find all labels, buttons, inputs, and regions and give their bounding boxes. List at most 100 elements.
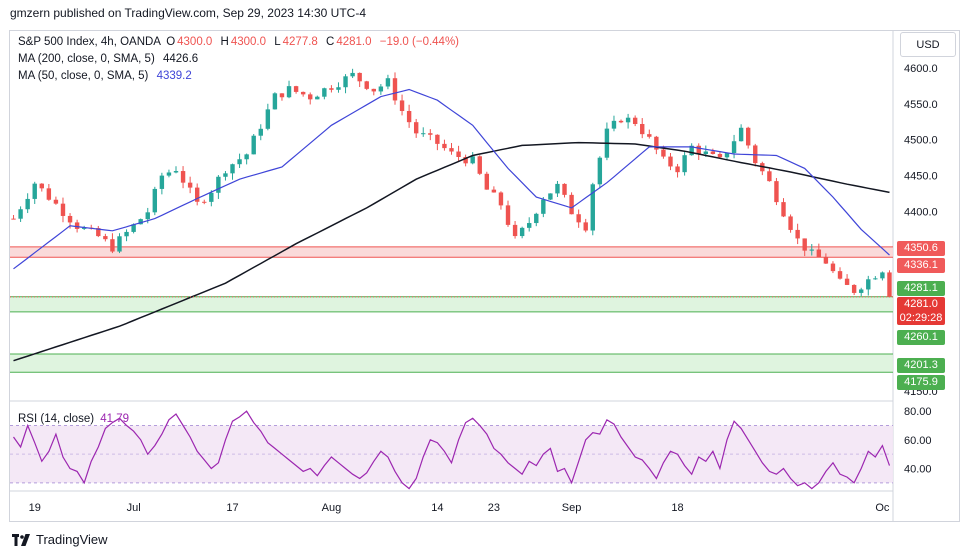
rsi-pane xyxy=(10,410,893,490)
price-tick-label: 4400.0 xyxy=(904,206,938,218)
candle-body xyxy=(435,134,440,144)
candle-body xyxy=(96,228,101,237)
ohlc-legend: S&P 500 Index, 4h, OANDA O 4300.0 H 4300.0… xyxy=(18,36,461,48)
candle-body xyxy=(541,199,546,214)
candle-body xyxy=(654,136,659,150)
candle-body xyxy=(491,189,497,193)
candle-body xyxy=(873,278,878,280)
zone-resistance-0 xyxy=(10,246,893,258)
candle-body xyxy=(329,88,334,90)
candle-body xyxy=(364,81,369,89)
currency-button[interactable]: USD xyxy=(900,32,956,57)
time-tick-label: 19 xyxy=(29,502,41,514)
candle-body xyxy=(378,86,384,92)
candle-body xyxy=(406,111,412,123)
ma200-legend: MA (200, close, 0, SMA, 5) 4426.6 xyxy=(18,53,200,65)
candle-body xyxy=(597,157,603,185)
candle-body xyxy=(103,236,108,240)
candle-body xyxy=(173,171,179,173)
candle-body xyxy=(463,156,468,164)
candle-body xyxy=(350,72,355,77)
ma50-line xyxy=(13,88,890,270)
candle-body xyxy=(527,223,532,228)
candle-body xyxy=(46,188,52,200)
candle-body xyxy=(11,218,16,220)
candle-body xyxy=(442,143,447,149)
candle-body xyxy=(555,183,560,194)
candle-body xyxy=(202,201,207,203)
candle-body xyxy=(724,153,730,158)
candle-body xyxy=(413,122,419,134)
candle-body xyxy=(745,127,751,146)
candle-body xyxy=(880,272,885,279)
candle-body xyxy=(223,173,228,177)
candle-body xyxy=(788,216,793,230)
candle-body xyxy=(286,86,292,98)
bar-countdown: 02:29:28 xyxy=(899,312,943,324)
candle-body xyxy=(823,257,829,264)
candle-body xyxy=(392,78,398,101)
ma200-label: MA (200, close, 0, SMA, 5) xyxy=(18,53,155,65)
candle-body xyxy=(830,263,836,272)
rsi-legend: RSI (14, close) 41.79 xyxy=(18,413,129,425)
candle-body xyxy=(152,188,158,213)
candle-body xyxy=(279,93,285,98)
candle-body xyxy=(244,154,249,160)
candle-body xyxy=(625,117,631,123)
time-tick-label: 17 xyxy=(226,502,238,514)
moving-averages xyxy=(13,88,890,362)
time-tick-label: Sep xyxy=(562,502,582,514)
candles xyxy=(11,68,892,298)
time-tick-label: 23 xyxy=(488,502,500,514)
candle-body xyxy=(315,96,320,100)
candle-body xyxy=(738,127,744,142)
candle-body xyxy=(237,159,242,165)
candle-body xyxy=(449,148,454,152)
candle-body xyxy=(470,156,475,164)
candle-body xyxy=(859,289,864,293)
tag-support1-bottom: 4260.1 xyxy=(897,329,945,345)
candle-body xyxy=(668,156,673,167)
price-tick-label: 4500.0 xyxy=(904,135,938,147)
candle-body xyxy=(258,128,263,136)
footer: TradingView xyxy=(12,532,108,547)
candle-body xyxy=(866,279,871,290)
ma50-label: MA (50, close, 0, SMA, 5) xyxy=(18,70,149,82)
candle-body xyxy=(138,219,143,225)
candle-body xyxy=(562,183,567,195)
candle-body xyxy=(781,202,786,217)
candle-body xyxy=(519,227,525,237)
candle-body xyxy=(251,135,256,155)
candle-body xyxy=(25,198,30,210)
brand-name: TradingView xyxy=(36,532,108,547)
candle-body xyxy=(583,222,588,231)
open-label: O xyxy=(166,36,176,48)
candle-body xyxy=(647,134,652,137)
chart-frame[interactable] xyxy=(9,30,960,522)
rsi-tick-label: 40.00 xyxy=(904,464,932,476)
candle-body xyxy=(844,278,850,285)
publisher-caption: gmzern published on TradingView.com, Sep… xyxy=(10,6,366,20)
candle-body xyxy=(802,238,807,251)
candle-body xyxy=(682,155,687,173)
candle-body xyxy=(385,78,391,87)
rsi-tick-label: 60.00 xyxy=(904,435,932,447)
candle-body xyxy=(498,192,504,206)
candle-body xyxy=(67,215,73,223)
close-label: C xyxy=(326,36,335,48)
candle-body xyxy=(265,109,271,129)
high-value: 4300.0 xyxy=(230,36,267,48)
candle-body xyxy=(159,175,165,189)
time-tick-label: Jul xyxy=(127,502,141,514)
candle-body xyxy=(53,199,59,204)
candle-body xyxy=(809,249,814,251)
candle-body xyxy=(322,88,327,97)
candle-body xyxy=(477,156,482,174)
candle-body xyxy=(534,213,539,224)
high-label: H xyxy=(220,36,229,48)
ma200-line xyxy=(13,141,890,362)
candle-body xyxy=(710,151,716,154)
candle-body xyxy=(696,145,701,155)
tag-resistance-bottom: 4336.1 xyxy=(897,257,945,273)
